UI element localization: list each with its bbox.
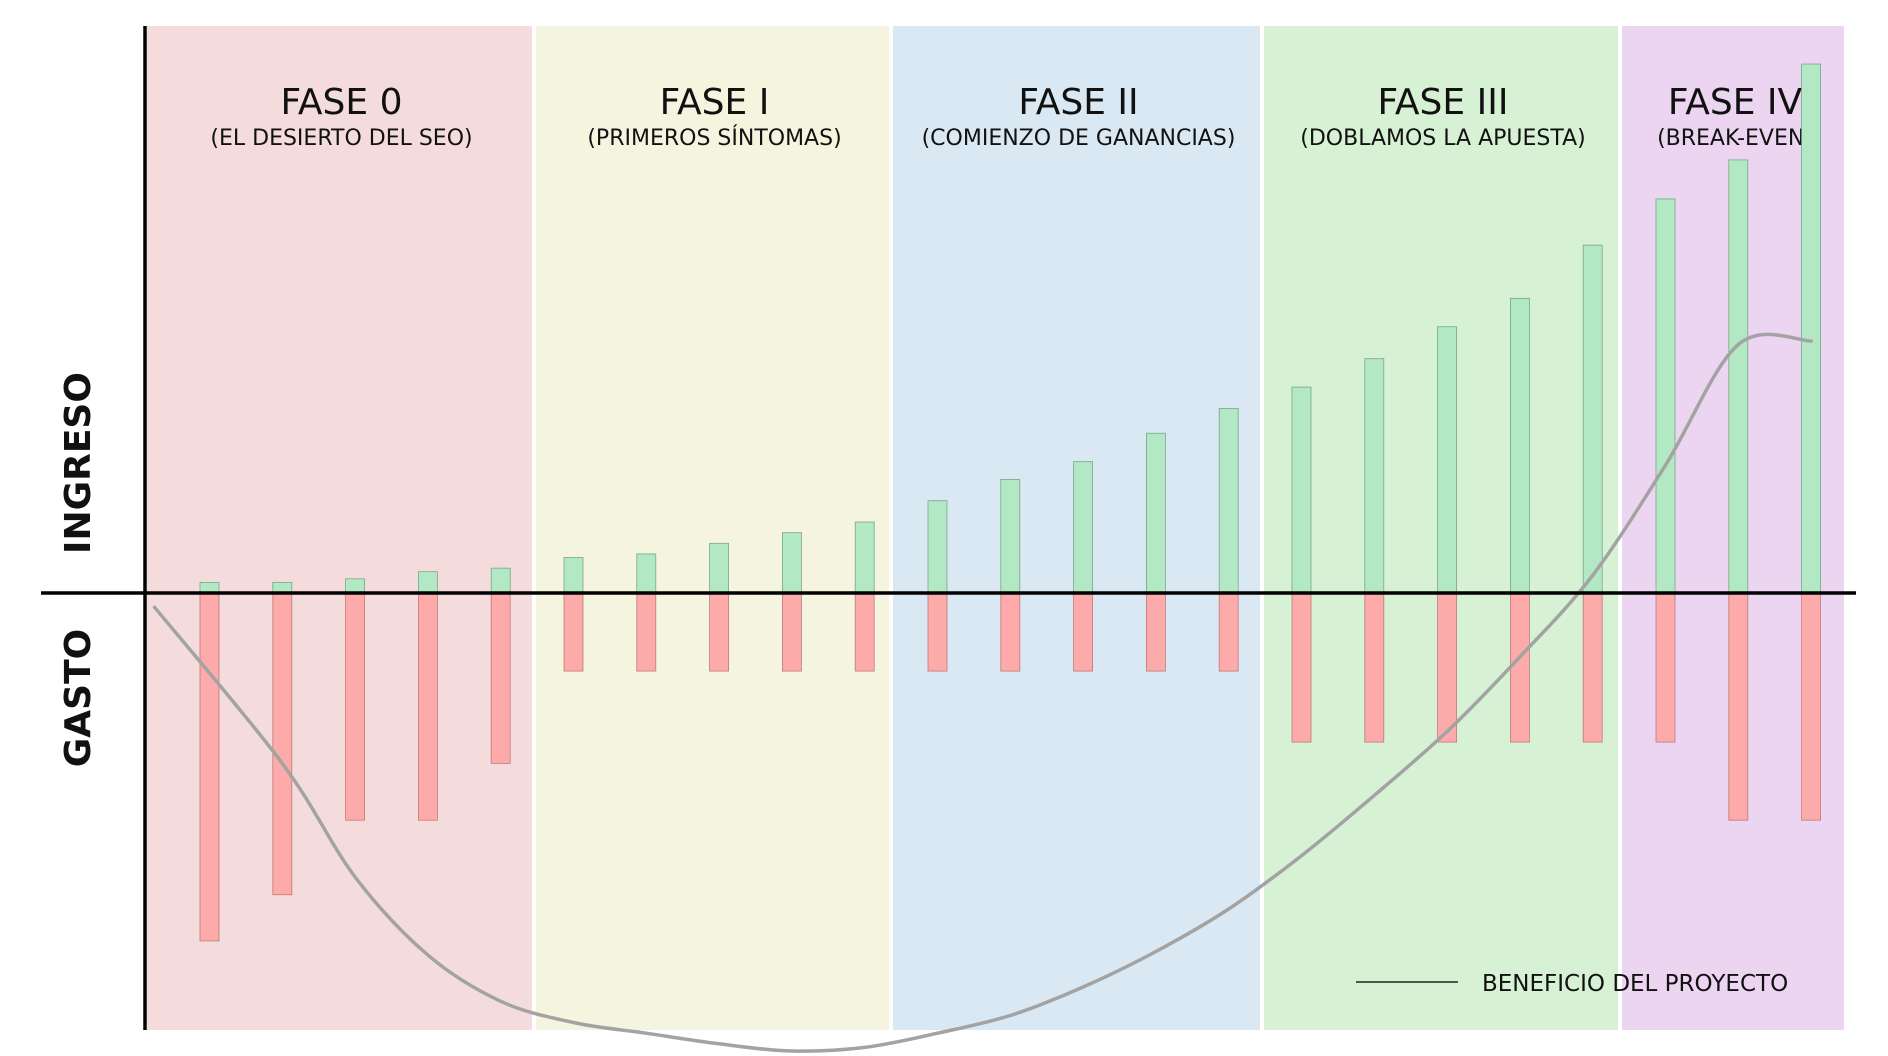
- gasto-bar: [636, 592, 657, 672]
- gasto-bar: [1801, 592, 1821, 821]
- gasto-bar: [709, 592, 729, 672]
- gasto-bar: [199, 592, 220, 942]
- ingreso-bar: [854, 521, 875, 594]
- gasto-bar: [1291, 592, 1312, 743]
- ingreso-bar: [1655, 198, 1676, 594]
- phase-subtitle-0: (EL DESIERTO DEL SEO): [210, 126, 472, 151]
- ingreso-bar: [1510, 297, 1530, 594]
- phase-subtitle-4: (BREAK-EVEN): [1657, 126, 1813, 151]
- ingreso-bar: [345, 578, 366, 594]
- gasto-bar: [272, 592, 293, 896]
- gasto-bar: [1655, 592, 1676, 743]
- ingreso-bar: [1218, 407, 1239, 594]
- ingreso-bar: [1364, 358, 1385, 594]
- ingreso-bar: [927, 500, 948, 594]
- phase-subtitle-3: (DOBLAMOS LA APUESTA): [1300, 126, 1585, 151]
- phase-subtitle-2: (COMIENZO DE GANANCIAS): [922, 126, 1236, 151]
- gasto-bar: [1146, 592, 1166, 672]
- axes: [41, 26, 1856, 1030]
- phase-title-2: FASE II: [1018, 82, 1138, 123]
- gasto-bar: [417, 592, 438, 821]
- ingreso-bar: [1073, 461, 1093, 594]
- ingreso-bar: [1437, 326, 1457, 594]
- gasto-bar: [1073, 592, 1093, 672]
- profit-curve: [152, 332, 1813, 1053]
- phase-title-0: FASE 0: [281, 82, 403, 123]
- gasto-bar: [1218, 592, 1239, 672]
- ingreso-bar: [782, 532, 802, 594]
- ingreso-bar: [417, 571, 438, 594]
- legend: BENEFICIO DEL PROYECTO: [1356, 971, 1788, 997]
- ingreso-bar: [1000, 478, 1021, 594]
- phase-subtitle-1: (PRIMEROS SÍNTOMAS): [587, 125, 841, 151]
- y-axis-label-ingreso: INGRESO: [58, 372, 99, 554]
- gasto-bar: [782, 592, 802, 672]
- gasto-bar: [1510, 592, 1530, 743]
- gasto-bar: [927, 592, 948, 672]
- ingreso-bar: [490, 567, 511, 594]
- y-axis-label-gasto: GASTO: [58, 629, 99, 768]
- phase-titles: FASE 0 (EL DESIERTO DEL SEO) FASE I(PRIMER…: [210, 82, 1813, 151]
- ingreso-bar: [1728, 159, 1749, 594]
- legend-label: BENEFICIO DEL PROYECTO: [1482, 971, 1788, 997]
- gasto-bar: [1437, 592, 1457, 743]
- ingreso-bar: [1291, 386, 1312, 594]
- ingreso-bar: [1801, 63, 1821, 594]
- ingreso-bar: [1582, 244, 1603, 594]
- gasto-bar: [1728, 592, 1749, 821]
- phase-band-1: [536, 26, 889, 1030]
- phase-title-3: FASE III: [1378, 82, 1509, 123]
- gasto-bar: [1582, 592, 1603, 743]
- ingreso-bar: [636, 553, 657, 594]
- gasto-bar: [1000, 592, 1021, 672]
- gasto-bar: [490, 592, 511, 764]
- gasto-bar: [345, 592, 366, 821]
- ingreso-bar: [709, 542, 729, 594]
- gasto-bar: [854, 592, 875, 672]
- ingreso-bar: [1146, 432, 1166, 594]
- phase-title-1: FASE I: [660, 82, 770, 123]
- phase-title-4: FASE IV: [1668, 82, 1803, 123]
- gasto-bar: [1364, 592, 1385, 743]
- profit-curve-layer: [152, 332, 1813, 1053]
- gasto-bar: [563, 592, 584, 672]
- ingreso-bar: [563, 557, 584, 594]
